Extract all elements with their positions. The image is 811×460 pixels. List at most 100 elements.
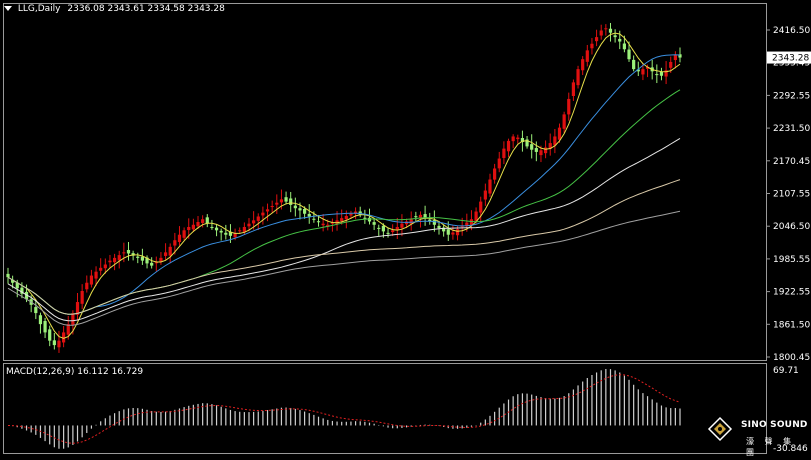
candle-body [89,275,94,285]
candle-body [321,223,325,226]
candle-body [474,211,478,221]
price-tick-label: 2355.45 [773,59,810,69]
candle-body [117,255,121,261]
candle-body [108,260,112,263]
price-tick-label: 1800.45 [773,353,810,363]
ma-green-line [7,89,681,315]
candle-body [409,219,413,224]
macd-panel-frame [3,363,767,454]
candle-body [11,279,15,283]
candle-body [140,256,144,261]
candle-body [511,136,515,142]
symbol-timeframe: LLG,Daily [17,4,61,14]
candle-body [284,197,288,202]
candle-body [641,69,645,75]
price-tick-label: 1985.55 [773,255,810,265]
candle-body [479,201,483,213]
candle-body [516,137,520,140]
candle-body [187,226,191,231]
candle-body [604,28,608,30]
logo-text-en: SINO SOUND [741,420,808,430]
candle-body [502,148,506,158]
candle-body [48,329,52,341]
candle-body [669,61,673,68]
candle-body [196,222,200,227]
candle-body [173,240,177,246]
candle-body [451,232,455,235]
candle-body [154,262,158,264]
price-tick-label: 1861.50 [773,320,810,330]
candle-body [182,230,186,238]
candle-body [599,30,603,36]
candle-body [224,232,228,235]
candle-body [414,216,418,218]
candle-body [548,143,552,149]
candle-body [261,212,265,216]
candle-body [673,54,677,61]
dropdown-arrow-icon[interactable] [4,6,12,11]
ma-white-line [7,137,681,322]
candle-body [664,70,668,77]
price-tick-label: 2107.55 [773,190,810,200]
candle-body [590,43,594,49]
candle-body [6,273,10,278]
candle-body [442,227,446,232]
ma-blue-line [7,54,681,315]
candle-body [122,252,126,254]
candle-body [562,114,566,129]
candle-body [553,136,557,146]
candle-body [678,54,682,58]
candle-body [24,291,29,300]
candle-body [465,222,469,227]
candle-body [363,217,367,219]
candle-body [191,224,195,230]
candle-body [159,257,163,262]
candle-body [168,246,172,256]
ma-tan-line [7,179,681,315]
candle-body [126,249,131,254]
candle-body [20,287,24,294]
sino-sound-logo-icon [707,416,733,442]
main-chart-frame [3,3,767,361]
candle-body [307,213,311,217]
chart-header: LLG,Daily 2336.08 2343.61 2334.58 2343.2… [4,4,225,14]
candle-body [594,37,599,42]
macd-indicator-label: MACD(12,26,9) 16.112 16.729 [6,367,144,377]
candle-body [381,225,385,232]
candle-body [210,226,214,228]
candle-body [265,209,270,212]
ma-grey-line [7,210,681,326]
candle-body [136,256,140,258]
candle-body [497,158,501,169]
candle-body [608,28,613,33]
candle-body [34,307,38,314]
candle-body [326,224,330,227]
candle-body [289,198,293,205]
price-tick-label: 2292.55 [773,91,810,101]
candle-body [228,231,233,236]
candle-body [303,208,307,214]
candle-body [94,271,98,279]
candle-body [330,222,335,224]
candle-body [279,199,284,203]
candle-body [618,38,622,42]
price-tick-label: 1922.55 [773,288,810,298]
candle-body [627,49,631,60]
candle-body [539,150,543,156]
candle-body [525,139,529,147]
candle-body [418,214,423,219]
candle-body [544,147,548,154]
candle-body [377,227,381,229]
candle-body [469,219,474,226]
candle-body [367,217,372,222]
current-price-label: 2343.28 [772,54,809,64]
candle-body [131,253,135,256]
candle-body [632,59,636,70]
candle-body [571,82,576,96]
ma-yellow-line [7,32,681,339]
candle-body [446,229,450,235]
price-tick-label: 2046.50 [773,222,810,232]
candle-body [145,257,149,264]
